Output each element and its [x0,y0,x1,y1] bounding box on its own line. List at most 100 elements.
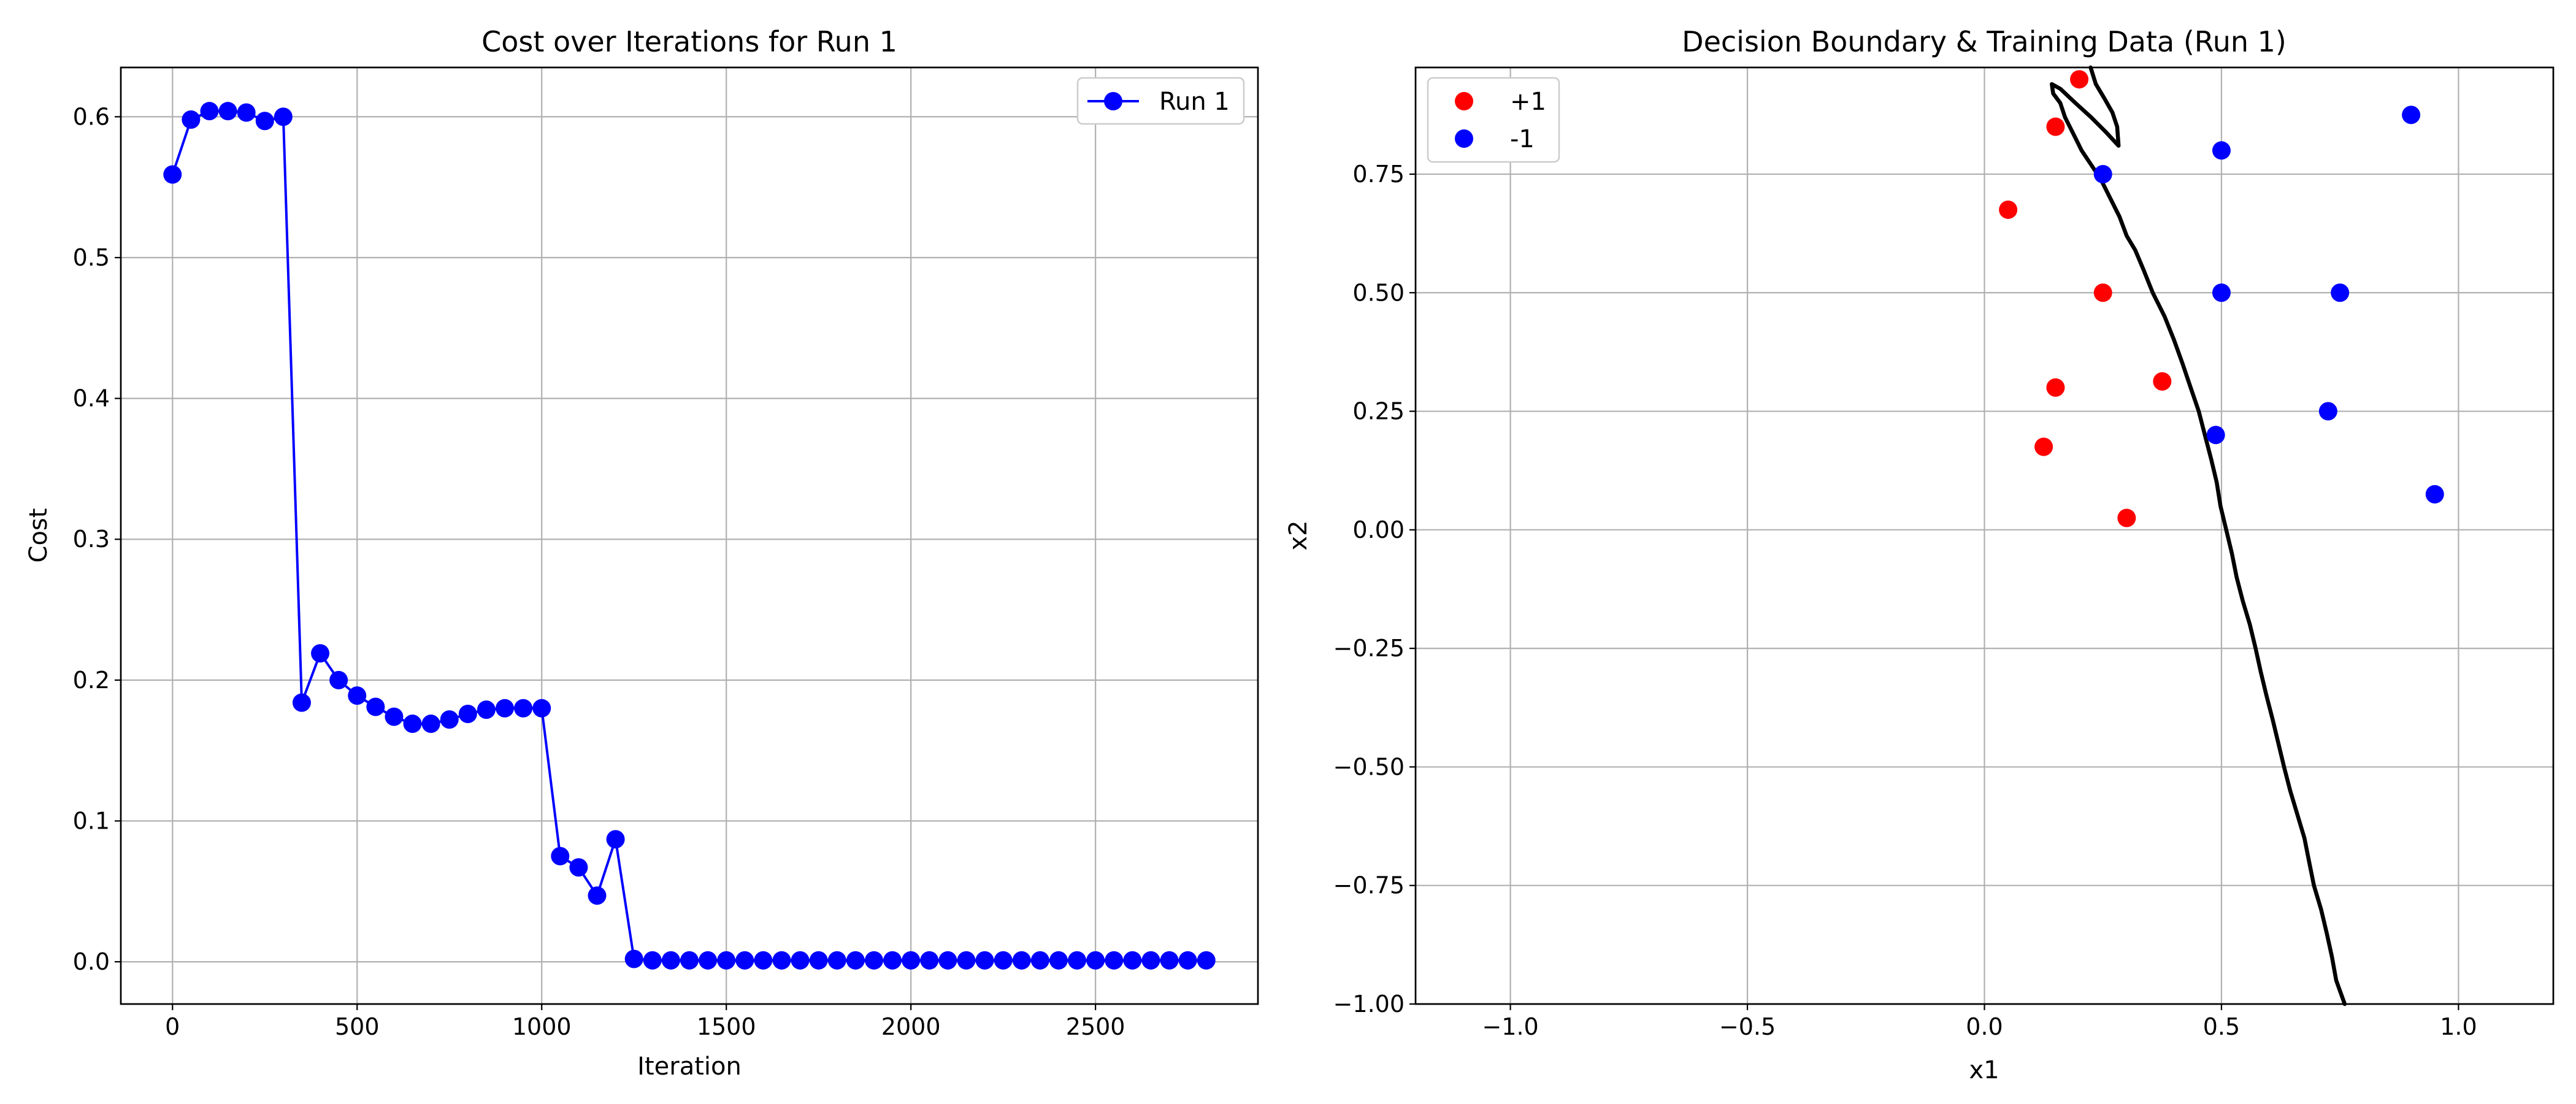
cost-data-point [163,165,182,184]
legend-label-positive: +1 [1510,88,1546,116]
cost-grid [121,67,1258,1004]
legend-marker-positive [1455,92,1473,110]
cost-data-point [938,951,957,970]
legend-label-negative: -1 [1510,125,1535,153]
cost-data-point [735,951,754,970]
cost-data-point [292,693,311,712]
negative-class-point [2318,402,2337,421]
cost-data-point [1049,951,1068,970]
cost-data-point [237,103,256,122]
cost-data-point [772,951,791,970]
cost-data-point [551,846,570,865]
cost-chart: 0 500 1000 1500 2000 2500 0.00.10.20.30.40.50… [25,25,1259,1081]
boundary-x-ticks: −1.0 −0.5 0.0 0.5 1.0 [1482,1004,2477,1040]
cost-data-point [329,670,348,689]
cost-x-tick-label: 500 [335,1013,380,1040]
boundary-x-axis-label: x1 [1969,1056,1999,1084]
boundary-y-tick-label: −1.00 [1333,991,1405,1018]
cost-data-point [717,951,736,970]
cost-data-point [421,715,440,734]
positive-class-point [2117,508,2136,527]
cost-data-point [569,858,588,877]
cost-data-point [864,951,883,970]
cost-data-point [532,699,551,718]
cost-data-point [902,951,921,970]
boundary-y-ticks: −1.00 −0.75 −0.50 −0.25 0.00 0.25 0.50 0.75 [1333,161,1416,1018]
cost-data-point [1030,951,1049,970]
legend-marker-negative [1455,129,1473,148]
cost-data-point [477,700,496,719]
cost-x-axis-label: Iteration [637,1052,742,1081]
cost-y-ticks: 0.0 0.1 0.2 0.3 0.4 0.5 0.6 [73,103,121,975]
cost-data-point [883,951,902,970]
cost-data-point [624,949,643,968]
cost-data-point [440,710,459,729]
boundary-y-tick-label: 0.00 [1352,516,1405,543]
cost-data-point [403,715,422,734]
cost-chart-title: Cost over Iterations for Run 1 [481,25,897,58]
cost-y-tick-label: 0.6 [73,103,110,130]
cost-data-point [680,951,699,970]
cost-data-point [827,951,846,970]
cost-data-point [1197,951,1216,970]
negative-class-point [2093,164,2112,183]
boundary-y-tick-label: −0.25 [1333,635,1405,662]
positive-class-point [2070,70,2089,89]
boundary-x-tick-label: −0.5 [1719,1013,1776,1040]
cost-x-tick-label: 2500 [1066,1013,1125,1040]
decision-boundary [2050,65,2347,1006]
cost-data-point [1012,951,1031,970]
cost-series [163,102,1216,970]
cost-legend-marker [1104,92,1122,110]
boundary-y-tick-label: −0.75 [1333,872,1405,899]
cost-data-point [975,951,994,970]
cost-data-point [1068,951,1087,970]
cost-data-point [994,951,1013,970]
cost-data-point [1105,951,1124,970]
cost-data-point [661,951,680,970]
cost-legend-box [1076,77,1245,125]
cost-data-point [255,112,274,131]
cost-data-point [920,951,939,970]
cost-data-point [514,699,533,718]
cost-x-tick-label: 0 [165,1013,180,1040]
boundary-plot-frame [1414,66,2555,1005]
negative-class-point [2212,283,2231,302]
positive-class-point [2034,437,2053,456]
boundary-x-tick-label: 1.0 [2440,1013,2477,1040]
cost-data-point [218,102,237,121]
cost-data-point [1160,951,1179,970]
cost-data-point [588,886,607,905]
cost-y-tick-label: 0.4 [73,385,110,412]
boundary-y-tick-label: −0.50 [1333,753,1405,780]
cost-legend-label: Run 1 [1159,88,1230,116]
cost-legend: Run 1 [1076,77,1245,125]
cost-data-point [809,951,828,970]
boundary-x-tick-label: 0.0 [1966,1013,2003,1040]
negative-class-point [2402,105,2421,125]
negative-class-point [2212,141,2231,160]
cost-data-point [348,686,367,705]
cost-y-tick-label: 0.3 [73,526,110,553]
negative-class-point [2425,485,2444,504]
cost-y-tick-label: 0.0 [73,948,110,975]
boundary-y-axis-label: x2 [1284,520,1313,550]
positive-class-point [1999,200,2018,219]
cost-data-point [1178,951,1197,970]
boundary-y-tick-label: 0.75 [1352,161,1405,188]
boundary-legend: +1 -1 [1427,77,1560,163]
cost-data-point [1141,951,1160,970]
cost-data-point [200,102,219,121]
cost-data-point [496,699,515,718]
cost-data-point [458,704,477,723]
cost-y-tick-label: 0.1 [73,807,110,834]
cost-y-tick-label: 0.2 [73,667,110,694]
cost-plot-area [121,67,1258,1004]
cost-plot-frame [120,66,1259,1005]
positive-class-point [2153,372,2172,391]
cost-data-point [957,951,976,970]
cost-data-point [182,110,201,129]
decision-boundary-chart: −1.0 −0.5 0.0 0.5 1.0 −1.00 −0.75 −0.50 −0.25 0.… [1284,25,2555,1084]
cost-data-point [643,951,662,970]
